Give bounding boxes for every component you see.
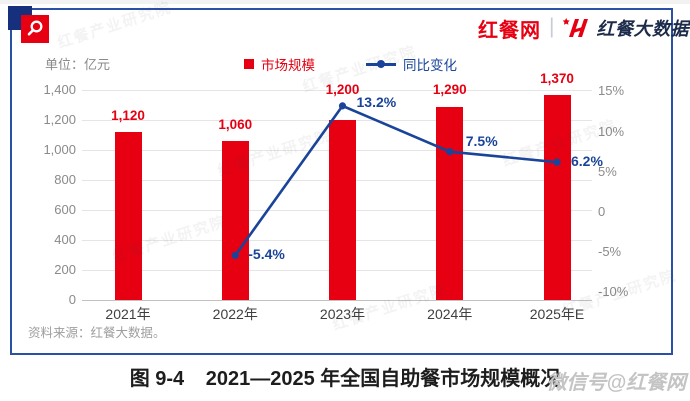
figure-title: 2021—2025 年全国自助餐市场规模概况 xyxy=(205,368,561,390)
y-axis-right-tick: -5% xyxy=(598,244,622,260)
x-axis-label: 2022年 xyxy=(212,306,258,322)
y-axis-right-tick: 10% xyxy=(598,123,625,139)
y-axis-left-tick: 0 xyxy=(68,292,76,307)
search-icon xyxy=(27,20,43,36)
y-axis-left-tick: 200 xyxy=(54,262,76,277)
brand-hongcanwang-logo: 红餐网 xyxy=(478,19,541,42)
x-axis-label: 2024年 xyxy=(427,306,473,322)
legend-yoy-change-label: 同比变化 xyxy=(403,58,457,73)
wechat-watermark: 微信号@红餐网 xyxy=(546,372,686,394)
legend-market-size-label: 市场规模 xyxy=(261,58,315,73)
bar xyxy=(436,106,464,300)
bar-value-label: 1,200 xyxy=(325,82,360,97)
unit-label: 单位：亿元 xyxy=(45,57,111,72)
h-star-icon xyxy=(563,18,589,37)
x-axis-label: 2023年 xyxy=(319,306,366,322)
source-note: 资料来源：红餐大数据。 xyxy=(28,326,166,340)
x-axis-label: 2021年 xyxy=(105,306,151,322)
line-dot-swatch-icon xyxy=(366,60,396,68)
legend-item-yoy-change: 同比变化 xyxy=(366,54,457,74)
brand-hongcan-bigdata-logo: 红餐大数据 xyxy=(596,19,689,39)
gridline xyxy=(82,90,592,91)
bar xyxy=(329,120,356,300)
y-axis-left-tick: 800 xyxy=(54,172,76,187)
bar-value-label: 1,290 xyxy=(432,81,467,97)
y-axis-left-tick: 400 xyxy=(54,232,76,247)
y-axis-right-tick: 15% xyxy=(598,83,625,99)
bar xyxy=(543,94,571,300)
y-axis-right-tick: 5% xyxy=(598,163,617,179)
y-axis-left-tick: 1,000 xyxy=(43,142,76,157)
legend-item-market-size: 市场规模 xyxy=(244,54,315,74)
yoy-value-label: 13.2% xyxy=(356,93,397,110)
bar-value-label: 1,060 xyxy=(218,117,253,132)
yoy-value-label: 7.5% xyxy=(465,132,498,149)
yoy-value-label: -5.4% xyxy=(248,246,285,263)
x-axis-label: 2025年E xyxy=(529,306,585,322)
brand-divider: | xyxy=(549,15,555,38)
yoy-value-label: 6.2% xyxy=(571,153,603,170)
line-marker xyxy=(338,102,347,110)
y-axis-left-tick: 1,200 xyxy=(43,112,76,127)
page-top-edge xyxy=(0,0,690,4)
bar-value-label: 1,370 xyxy=(540,70,574,86)
y-axis-right-tick: -10% xyxy=(598,284,629,300)
square-swatch-icon xyxy=(244,59,254,69)
bar xyxy=(114,132,142,300)
y-axis-left-tick: 1,400 xyxy=(43,82,76,97)
y-axis-right-tick: 0 xyxy=(598,204,606,219)
y-axis-left-tick: 600 xyxy=(54,202,76,217)
figure-caption: 图 9-4 2021—2025 年全国自助餐市场规模概况 xyxy=(0,362,690,391)
gridline xyxy=(82,300,592,301)
bar-value-label: 1,120 xyxy=(111,108,145,123)
diagonal-watermark: 红餐产业研究院 xyxy=(560,266,680,320)
magnifier-logo xyxy=(21,15,49,43)
diagonal-watermark: 红餐产业研究院 xyxy=(55,0,175,52)
brand-bar: 红餐网 | 红餐大数据 xyxy=(478,15,689,42)
figure-number: 图 9-4 xyxy=(129,368,185,390)
